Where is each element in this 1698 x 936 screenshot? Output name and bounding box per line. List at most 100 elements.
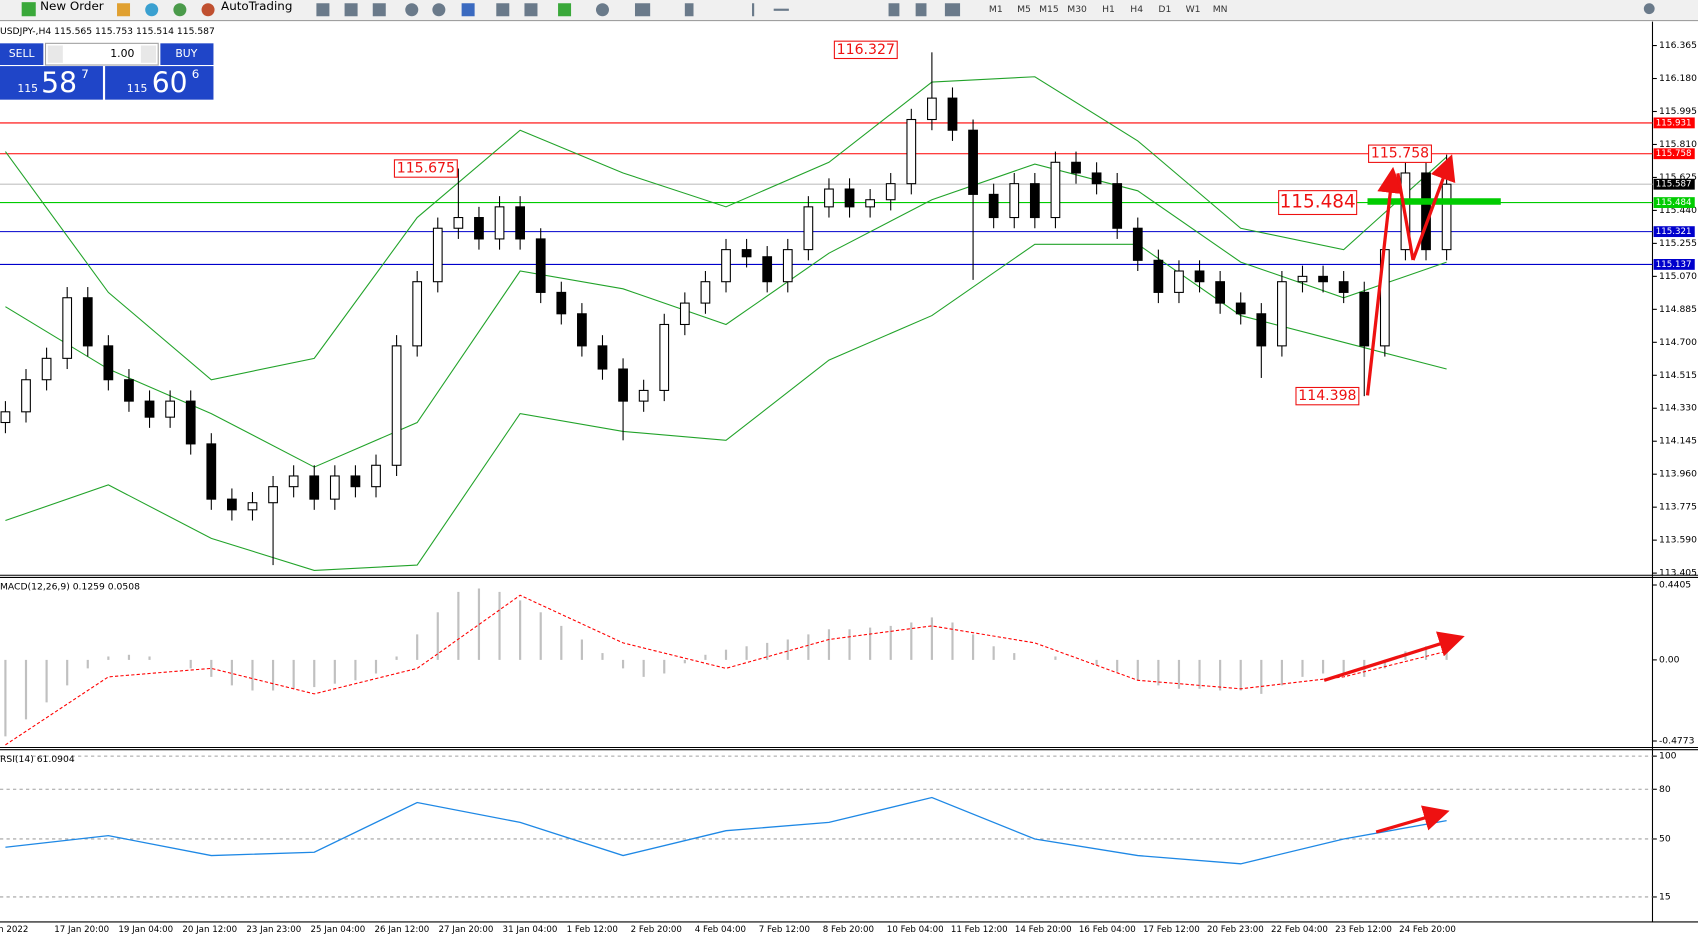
y-tick-label: 113.590 <box>1659 535 1697 546</box>
auto-trading-button[interactable]: AutoTrading <box>221 0 292 13</box>
candle-body <box>227 498 237 511</box>
macd-bar <box>1383 659 1386 669</box>
candle-body <box>474 217 484 240</box>
macd-bar <box>86 659 89 669</box>
tool-icon[interactable] <box>344 3 358 17</box>
price-level-label: 115.321 <box>1656 227 1692 237</box>
macd-signal <box>5 594 1447 746</box>
candle-body <box>1215 281 1226 304</box>
price-annotation: 114.398 <box>1298 388 1356 404</box>
timeframe-button[interactable]: H1 <box>1102 4 1115 15</box>
timeframe-button[interactable]: MN <box>1213 4 1228 15</box>
candle-body <box>206 443 217 500</box>
price-annotation-box <box>1368 144 1432 163</box>
toolbar <box>0 0 1698 21</box>
macd-bar <box>66 659 69 686</box>
tool-icon[interactable] <box>524 3 538 17</box>
buy-label[interactable]: BUY <box>175 47 197 60</box>
x-tick-label: 17 Feb 12:00 <box>1143 925 1200 935</box>
tool-icon[interactable] <box>432 3 446 17</box>
timeframe-button[interactable]: M30 <box>1067 4 1087 15</box>
macd-bar <box>1342 659 1345 674</box>
candle-body <box>885 183 896 201</box>
timeframe-button[interactable]: D1 <box>1158 4 1171 15</box>
price-big-figure: 115 <box>17 82 38 95</box>
macd-bar <box>251 659 254 691</box>
tool-icon[interactable] <box>316 3 330 17</box>
candle-body <box>638 389 649 402</box>
tool-icon[interactable] <box>405 3 419 17</box>
price-level-tag <box>1653 148 1695 160</box>
price-level-tag <box>1653 226 1695 238</box>
tool-icon[interactable] <box>684 3 694 17</box>
tool-icon[interactable] <box>888 3 900 17</box>
x-tick-label: 11 Feb 12:00 <box>951 925 1008 935</box>
lot-up[interactable] <box>140 45 157 63</box>
candle-body <box>679 302 690 326</box>
search-icon[interactable] <box>1643 3 1655 15</box>
macd-bar <box>889 625 892 660</box>
candle-body <box>1297 275 1308 283</box>
plot: 116.365 116.180 115.995 115.810 115.625 115.4… <box>0 40 1697 935</box>
candle-body <box>803 206 814 251</box>
candle-body <box>597 345 608 370</box>
x-tick-label: 23 Feb 12:00 <box>1335 925 1392 935</box>
candle-body <box>1194 270 1205 283</box>
tool-icon[interactable] <box>117 3 131 17</box>
price-pips: 60 <box>152 67 188 100</box>
macd-bar <box>1301 659 1304 677</box>
lot-field[interactable] <box>44 42 159 66</box>
timeframe-button[interactable]: M15 <box>1039 4 1059 15</box>
sell-button[interactable] <box>0 43 44 65</box>
tool-icon[interactable] <box>752 3 755 17</box>
tool-icon[interactable] <box>145 3 159 17</box>
price-pips: 58 <box>41 67 77 100</box>
lot-down[interactable] <box>47 45 63 63</box>
arrow <box>1396 173 1415 261</box>
candle-body <box>247 502 258 511</box>
candle-body <box>824 188 834 208</box>
candle-body <box>844 188 855 208</box>
buy-price-box[interactable] <box>105 66 214 100</box>
tool-icon[interactable] <box>461 3 475 17</box>
new-order-icon[interactable] <box>21 2 36 17</box>
macd-bar <box>1219 659 1222 691</box>
candle-body <box>782 249 793 283</box>
timeframe-button[interactable]: W1 <box>1186 4 1201 15</box>
tool-icon[interactable] <box>944 3 961 17</box>
sell-label[interactable]: SELL <box>9 47 35 60</box>
timeframe-button[interactable]: M1 <box>989 4 1003 15</box>
y-tick-label: 115.255 <box>1659 238 1697 249</box>
lot-value[interactable]: 1.00 <box>110 47 134 60</box>
macd-bar <box>271 659 275 691</box>
buy-button[interactable] <box>160 43 214 65</box>
tool-icon[interactable] <box>372 3 386 17</box>
tool-icon[interactable] <box>634 3 651 17</box>
macd-bar <box>992 646 995 660</box>
price-big-figure: 115 <box>127 82 148 95</box>
arrow <box>1375 805 1450 834</box>
y-tick-label: -0.4773 <box>1659 736 1695 747</box>
candle-body <box>21 379 31 413</box>
auto-trading-icon[interactable] <box>201 3 215 17</box>
y-tick-label: 0.00 <box>1659 654 1680 665</box>
macd-bar <box>1013 653 1016 660</box>
timeframe-button[interactable]: H4 <box>1130 4 1143 15</box>
tool-icon[interactable] <box>773 8 789 11</box>
candle-body <box>124 379 134 402</box>
tool-icon[interactable] <box>595 3 609 17</box>
x-tick-label: 4 Feb 04:00 <box>695 925 746 935</box>
tool-icon[interactable] <box>558 3 572 17</box>
macd-bar <box>663 659 666 674</box>
new-order-button[interactable]: New Order <box>40 0 104 13</box>
candle-body <box>0 411 11 424</box>
sell-price-box[interactable] <box>0 66 103 100</box>
y-tick-label: 80 <box>1659 784 1671 795</box>
tool-icon[interactable] <box>173 3 187 17</box>
tool-icon[interactable] <box>496 3 510 17</box>
candle-body <box>577 313 587 347</box>
tool-icon[interactable] <box>915 3 927 17</box>
price-annotation-box <box>833 40 898 60</box>
timeframe-button[interactable]: M5 <box>1017 4 1031 15</box>
